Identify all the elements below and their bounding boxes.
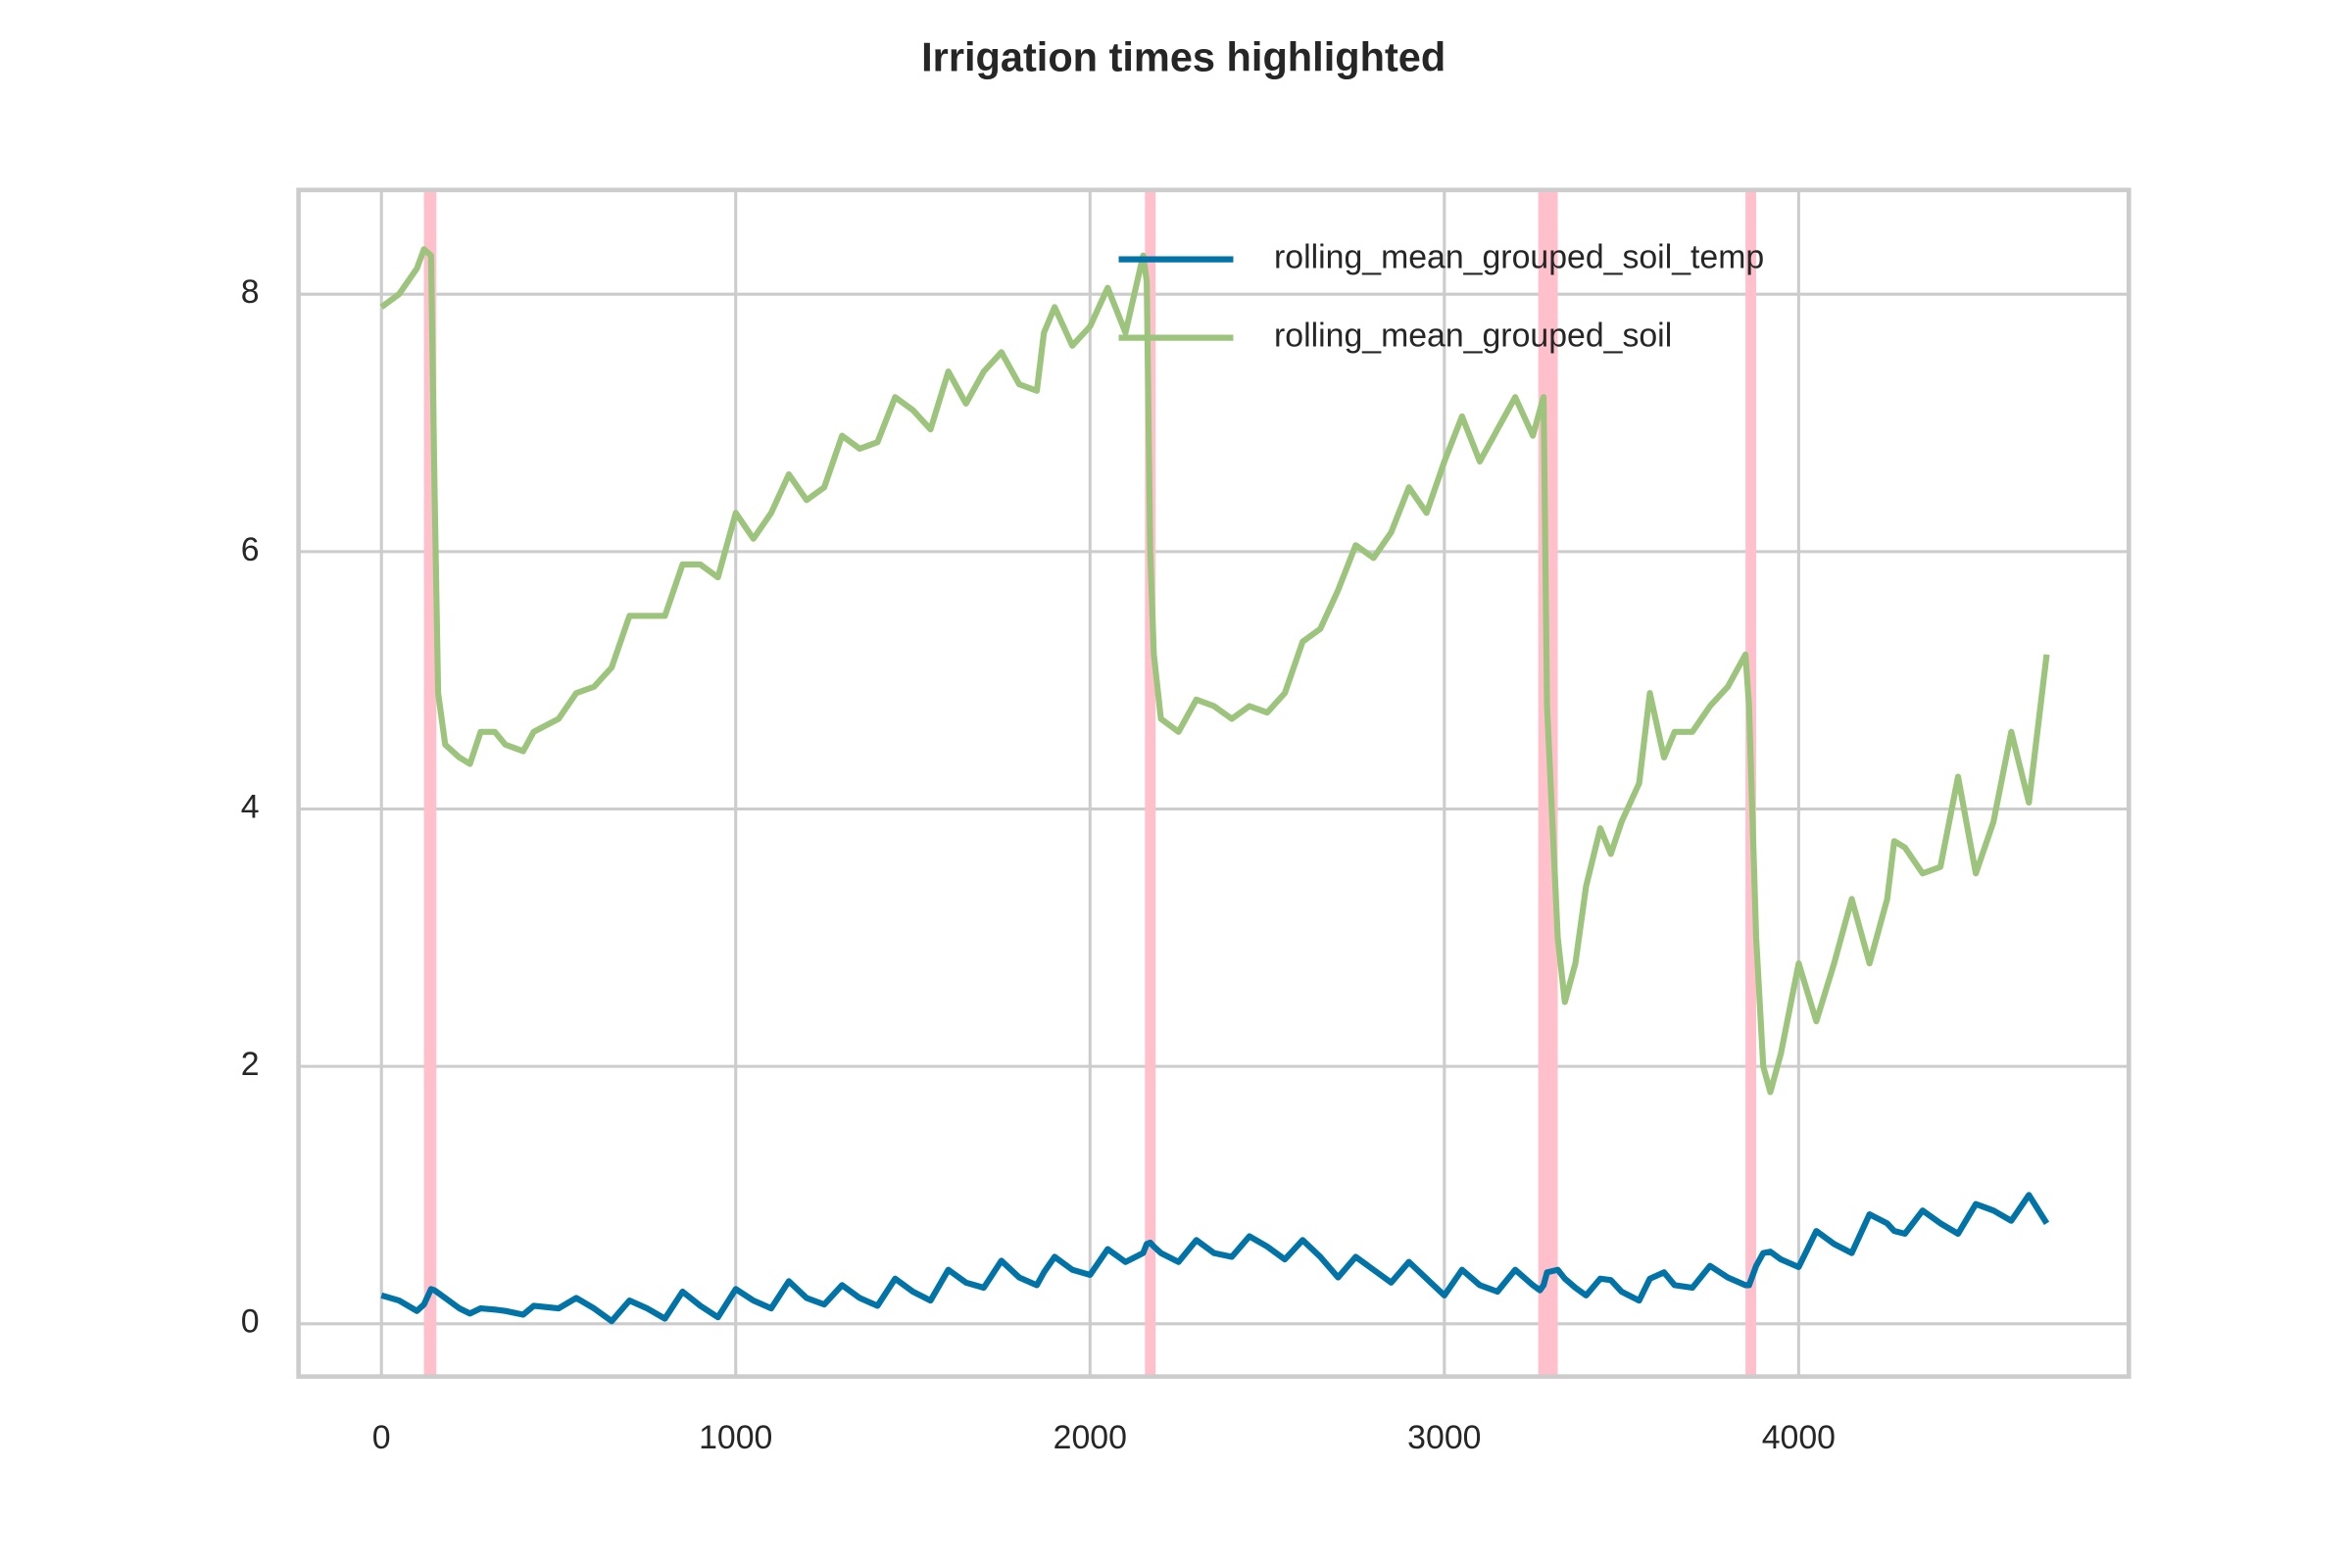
y-tick-label: 4 <box>241 788 260 825</box>
series-line <box>380 1192 2050 1325</box>
legend-label: rolling_mean_grouped_soil <box>1274 318 1672 355</box>
y-tick-label: 2 <box>241 1046 260 1083</box>
irrigation-span <box>1145 189 1156 1377</box>
y-tick-label: 0 <box>241 1303 260 1341</box>
plot-frame <box>296 187 2132 1379</box>
legend-label: rolling_mean_grouped_soil_temp <box>1274 239 1764 276</box>
x-tick-label: 3000 <box>1407 1419 1481 1456</box>
x-tick-label: 4000 <box>1762 1419 1836 1456</box>
chart-title: Irrigation times highlighted <box>921 34 1446 80</box>
x-tick-label: 2000 <box>1054 1419 1127 1456</box>
y-tick-label: 6 <box>241 531 260 568</box>
series-line <box>379 246 2050 1096</box>
x-tick-label: 0 <box>372 1419 391 1456</box>
x-tick-label: 1000 <box>699 1419 772 1456</box>
y-tick-label: 8 <box>241 273 260 311</box>
